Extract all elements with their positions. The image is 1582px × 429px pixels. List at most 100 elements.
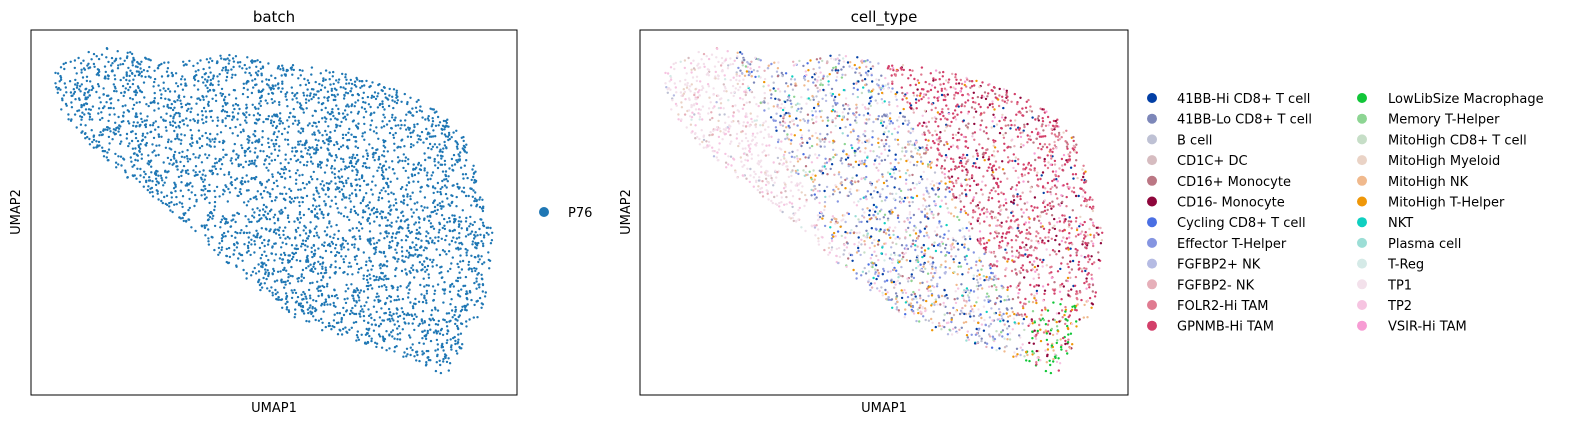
batch-point — [220, 248, 223, 252]
batch-point — [368, 334, 371, 338]
batch-point — [194, 171, 197, 174]
batch-point — [390, 314, 393, 317]
cell-type-point — [958, 328, 961, 331]
batch-point — [267, 271, 270, 275]
cell-type-point — [1062, 131, 1065, 134]
batch-point — [227, 246, 231, 250]
batch-point — [217, 253, 220, 256]
batch-point — [348, 156, 351, 159]
cell-type-point — [763, 97, 766, 100]
batch-point — [448, 167, 451, 170]
batch-point — [246, 147, 249, 151]
cell-type-point — [804, 171, 807, 174]
batch-point — [218, 195, 221, 198]
batch-point — [164, 119, 167, 123]
batch-point — [229, 126, 232, 130]
batch-point — [395, 298, 398, 302]
batch-point — [350, 87, 353, 90]
cell-type-point — [967, 110, 970, 114]
batch-point — [177, 175, 181, 179]
cell-type-point — [842, 65, 845, 69]
cell-type-point — [1044, 323, 1048, 326]
batch-point — [331, 242, 335, 245]
batch-point — [469, 222, 472, 225]
cell-type-point — [856, 138, 859, 141]
batch-point — [435, 146, 439, 149]
batch-point — [350, 326, 353, 329]
cell-type-point — [900, 86, 903, 89]
batch-point — [449, 345, 453, 349]
batch-point — [325, 233, 329, 236]
cell-type-point — [834, 235, 837, 238]
batch-point — [394, 198, 397, 201]
cell-type-point — [1052, 119, 1056, 123]
batch-point — [478, 286, 481, 289]
cell-type-point — [875, 83, 879, 86]
cell-type-point — [944, 195, 947, 199]
batch-point — [209, 145, 212, 148]
batch-point — [257, 89, 260, 92]
batch-point — [423, 167, 426, 170]
batch-point — [332, 70, 335, 74]
cell-type-point — [1091, 290, 1095, 293]
batch-point — [438, 143, 441, 146]
batch-point — [230, 157, 233, 160]
batch-point — [398, 338, 402, 341]
cell-type-point — [794, 63, 797, 66]
batch-point — [257, 138, 261, 141]
batch-point — [267, 137, 270, 140]
cell-type-point — [1061, 164, 1064, 167]
batch-point — [76, 81, 79, 85]
batch-point — [135, 70, 139, 73]
cell-type-point — [958, 194, 961, 197]
batch-point — [80, 68, 83, 72]
batch-point — [412, 144, 415, 147]
cell-type-point — [761, 143, 764, 146]
batch-point — [395, 201, 398, 205]
batch-point — [317, 101, 320, 104]
batch-point — [400, 123, 403, 127]
cell-type-point — [1024, 221, 1028, 224]
batch-point — [355, 178, 358, 181]
cell-type-point — [903, 288, 906, 292]
cell-type-point — [983, 159, 986, 162]
cell-type-point — [973, 84, 976, 87]
batch-point — [184, 212, 187, 215]
batch-point — [259, 235, 263, 238]
batch-point — [203, 184, 206, 188]
batch-point — [392, 133, 395, 137]
batch-point — [230, 234, 233, 238]
batch-point — [409, 131, 412, 135]
batch-point — [445, 121, 448, 125]
cell-type-point — [673, 67, 676, 71]
batch-point — [423, 152, 426, 155]
batch-ylabel: UMAP2 — [9, 189, 24, 235]
batch-point — [115, 90, 118, 93]
batch-point — [407, 181, 411, 184]
batch-point — [115, 126, 118, 130]
batch-point — [307, 81, 311, 85]
batch-point — [74, 83, 77, 86]
batch-point — [209, 140, 212, 143]
batch-point — [315, 299, 318, 303]
batch-point — [247, 246, 250, 250]
batch-point — [300, 196, 303, 199]
batch-point — [109, 102, 113, 105]
batch-point — [293, 288, 296, 292]
batch-point — [316, 212, 319, 215]
cell-type-point — [986, 292, 989, 295]
batch-point — [197, 129, 201, 132]
cell-type-point — [882, 120, 886, 124]
cell-type-point — [693, 91, 696, 95]
batch-point — [358, 313, 361, 316]
batch-point — [297, 188, 300, 191]
batch-point — [408, 288, 411, 291]
cell-type-point — [1081, 243, 1084, 246]
cell-type-point — [942, 304, 946, 307]
batch-point — [147, 179, 151, 182]
batch-point — [334, 154, 338, 157]
batch-point — [303, 224, 306, 228]
batch-point — [281, 258, 285, 261]
cell-type-point — [939, 244, 942, 248]
batch-point — [370, 268, 373, 271]
